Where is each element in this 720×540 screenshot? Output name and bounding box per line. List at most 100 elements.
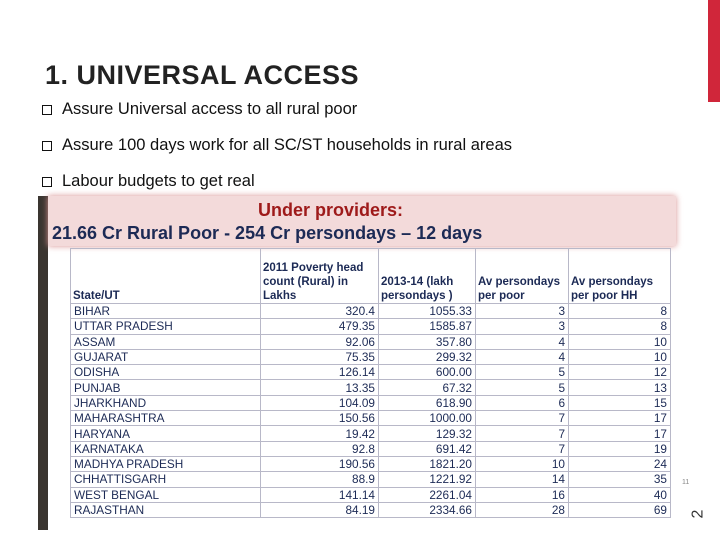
table-cell: 14 — [475, 471, 569, 488]
header-row: State/UT 2011 Poverty head count (Rural) … — [70, 248, 671, 304]
table-cell: 24 — [568, 455, 671, 473]
table-cell: 3 — [475, 302, 569, 320]
table-cell: 150.56 — [260, 410, 379, 427]
table-row: ASSAM 92.06 357.80 4 10 — [70, 333, 671, 350]
table-cell: 17 — [568, 425, 671, 442]
table-row: BIHAR 320.4 1055.33 3 8 — [70, 302, 671, 320]
column-header: State/UT — [70, 248, 261, 304]
table-cell: JHARKHAND — [70, 394, 261, 412]
table-cell: GUJARAT — [70, 348, 261, 366]
table-cell: 10 — [475, 455, 569, 473]
data-table: State/UT 2011 Poverty head count (Rural) … — [70, 248, 671, 519]
table-row: RAJASTHAN 84.19 2334.66 28 69 — [70, 501, 671, 519]
table-cell: 479.35 — [260, 318, 379, 335]
table-cell: 5 — [475, 379, 569, 396]
table-cell: 92.8 — [260, 440, 379, 457]
table-cell: 299.32 — [378, 348, 476, 366]
table-cell: RAJASTHAN — [70, 501, 261, 519]
table-cell: 2261.04 — [378, 486, 476, 503]
bullet: Assure 100 days work for all SC/ST house… — [42, 136, 512, 155]
table-cell: KARNATAKA — [70, 440, 261, 457]
table-cell: 600.00 — [378, 364, 476, 381]
table-cell: 69 — [568, 501, 671, 519]
table-cell: 35 — [568, 471, 671, 488]
table-row: KARNATAKA 92.8 691.42 7 19 — [70, 440, 671, 457]
page-number: 2 — [689, 509, 707, 519]
table-cell: UTTAR PRADESH — [70, 318, 261, 335]
table-cell: 7 — [475, 440, 569, 457]
table-cell: PUNJAB — [70, 379, 261, 396]
table-cell: 17 — [568, 410, 671, 427]
table-cell: 7 — [475, 425, 569, 442]
accent-bar — [708, 0, 720, 102]
table-cell: MADHYA PRADESH — [70, 455, 261, 473]
table-cell: 104.09 — [260, 394, 379, 412]
bullet: Assure Universal access to all rural poo… — [42, 100, 357, 119]
table-cell: 67.32 — [378, 379, 476, 396]
table-cell: 6 — [475, 394, 569, 412]
table-cell: 16 — [475, 486, 569, 503]
table-cell: 141.14 — [260, 486, 379, 503]
image-heading: Under providers: — [258, 200, 404, 220]
table-cell: 1000.00 — [378, 410, 476, 427]
table-cell: 28 — [475, 501, 569, 519]
table-cell: 13 — [568, 379, 671, 396]
table-cell: 19 — [568, 440, 671, 457]
table-cell: CHHATTISGARH — [70, 471, 261, 488]
table-cell: 2334.66 — [378, 501, 476, 519]
table-row: HARYANA 19.42 129.32 7 17 — [70, 425, 671, 442]
table-cell: 40 — [568, 486, 671, 503]
bullet-text: Assure Universal access to all rural poo… — [62, 100, 358, 118]
table-cell: ODISHA — [70, 364, 261, 381]
table-cell: 4 — [475, 348, 569, 366]
table-cell: 84.19 — [260, 501, 379, 519]
table-cell: MAHARASHTRA — [70, 410, 261, 427]
column-header: Av persondays per poor — [475, 248, 569, 304]
table-cell: 126.14 — [260, 364, 379, 381]
column-header: 2013-14 (lakh persondays ) — [378, 248, 476, 304]
table-cell: 92.06 — [260, 333, 379, 350]
table-cell: 1221.92 — [378, 471, 476, 488]
table-cell: 1055.33 — [378, 302, 476, 320]
column-header: 2011 Poverty head count (Rural) in Lakhs — [260, 248, 379, 304]
bullet-text: Labour budgets to get real — [62, 172, 255, 190]
table-cell: WEST BENGAL — [70, 486, 261, 503]
table-cell: 129.32 — [378, 425, 476, 442]
table-cell: 12 — [568, 364, 671, 381]
table-cell: 190.56 — [260, 455, 379, 473]
table-row: MAHARASHTRA 150.56 1000.00 7 17 — [70, 410, 671, 427]
slide-title: 1. UNIVERSAL ACCESS — [45, 60, 360, 90]
table-cell: 320.4 — [260, 302, 379, 320]
table-cell: 10 — [568, 348, 671, 366]
image-subheading: 21.66 Cr Rural Poor - 254 Cr persondays … — [52, 223, 483, 243]
column-header: Av persondays per poor HH — [568, 248, 671, 304]
table-cell: 8 — [568, 318, 671, 335]
table-cell: 15 — [568, 394, 671, 412]
table-row: CHHATTISGARH 88.9 1221.92 14 35 — [70, 471, 671, 488]
table-cell: 357.80 — [378, 333, 476, 350]
table-cell: 88.9 — [260, 471, 379, 488]
table-cell: 19.42 — [260, 425, 379, 442]
table-cell: 13.35 — [260, 379, 379, 396]
table-cell: 10 — [568, 333, 671, 350]
bullet-text: Assure 100 days work for all SC/ST house… — [62, 136, 512, 154]
image-edge — [38, 196, 48, 530]
table-cell: 75.35 — [260, 348, 379, 366]
table-row: MADHYA PRADESH 190.56 1821.20 10 24 — [70, 455, 671, 473]
table-cell: 4 — [475, 333, 569, 350]
table-cell: 3 — [475, 318, 569, 335]
table-cell: HARYANA — [70, 425, 261, 442]
bullet: Labour budgets to get real — [42, 172, 255, 191]
table-row: ODISHA 126.14 600.00 5 12 — [70, 364, 671, 381]
table-row: JHARKHAND 104.09 618.90 6 15 — [70, 394, 671, 412]
image-header — [48, 196, 676, 246]
table-cell: 7 — [475, 410, 569, 427]
table-cell: ASSAM — [70, 333, 261, 350]
corner-number: 11 — [682, 479, 690, 486]
table-cell: 1821.20 — [378, 455, 476, 473]
table-cell: BIHAR — [70, 302, 261, 320]
table-cell: 691.42 — [378, 440, 476, 457]
table-cell: 618.90 — [378, 394, 476, 412]
table-row: UTTAR PRADESH 479.35 1585.87 3 8 — [70, 318, 671, 335]
